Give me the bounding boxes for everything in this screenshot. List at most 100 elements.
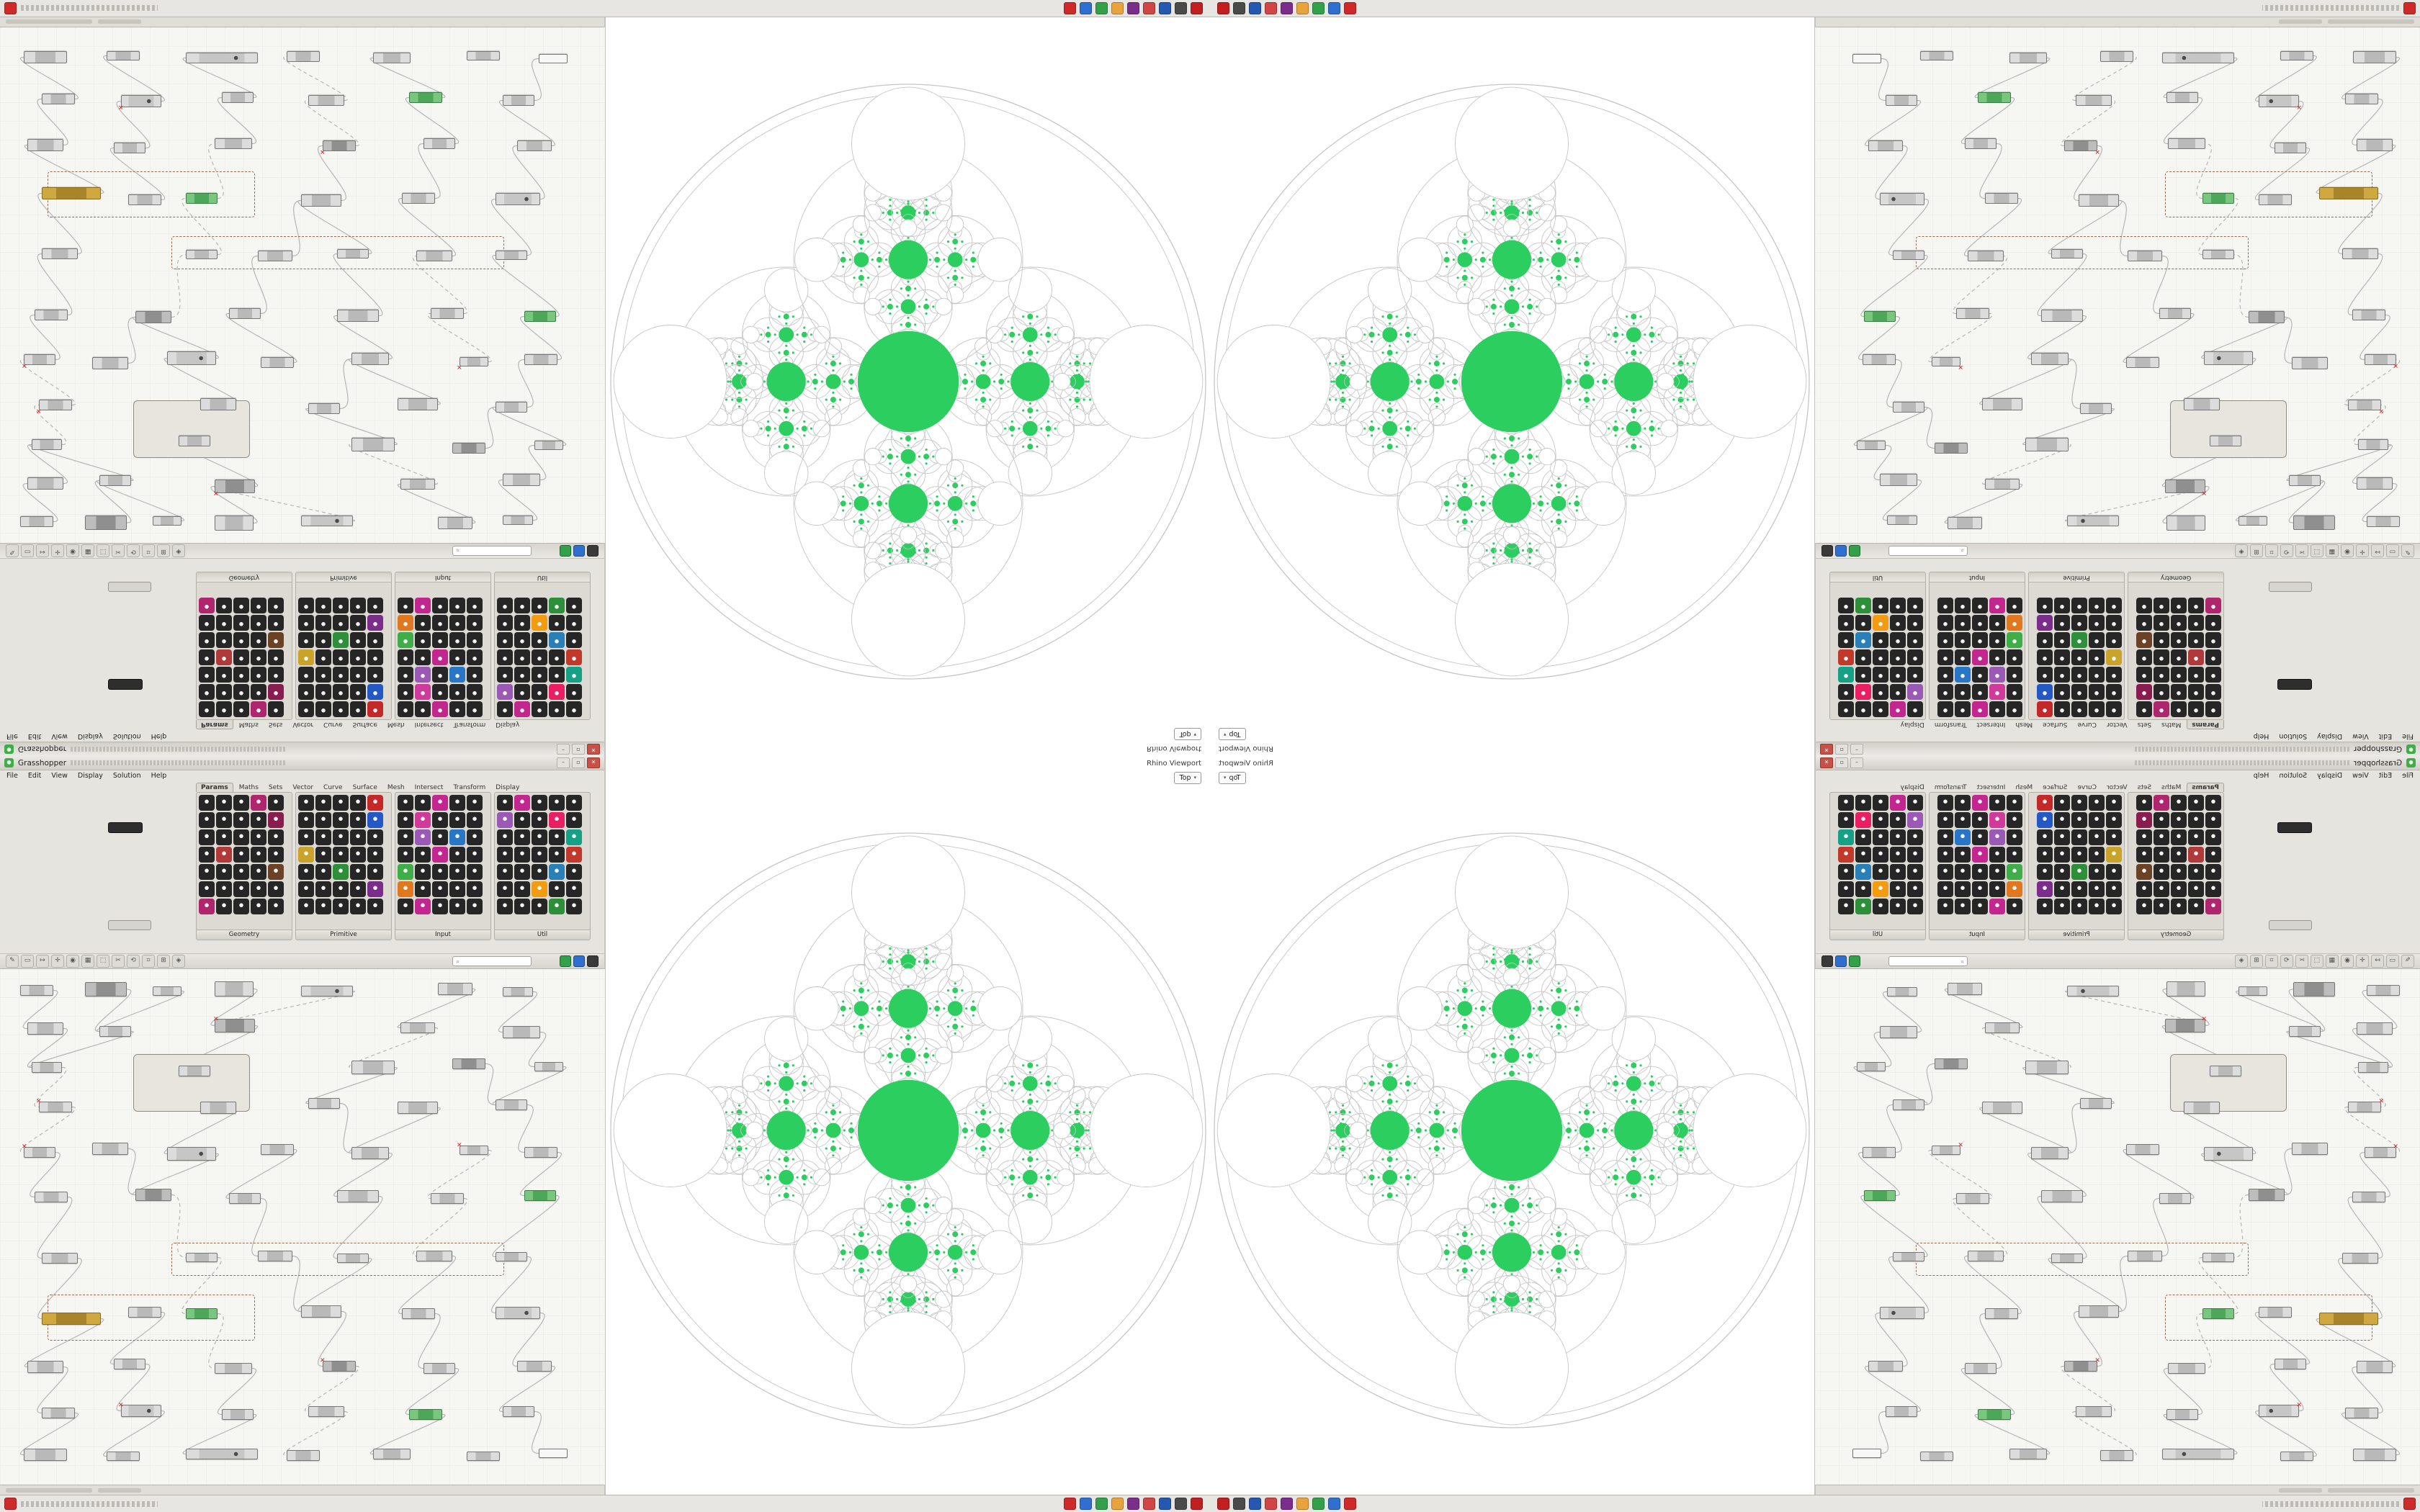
taskbar-app-icon-5[interactable] bbox=[1265, 1498, 1277, 1510]
floating-chip[interactable] bbox=[2269, 920, 2312, 930]
component-icon[interactable] bbox=[549, 632, 565, 648]
component-icon[interactable] bbox=[1907, 864, 1923, 880]
component-icon[interactable] bbox=[497, 598, 513, 613]
component-icon[interactable] bbox=[298, 632, 314, 648]
gh-node[interactable] bbox=[2293, 982, 2335, 996]
gh-node[interactable] bbox=[258, 251, 292, 261]
component-icon[interactable] bbox=[432, 881, 448, 897]
gh-node[interactable] bbox=[1982, 398, 2022, 410]
component-icon[interactable] bbox=[233, 881, 249, 897]
component-icon[interactable] bbox=[333, 632, 349, 648]
component-icon[interactable] bbox=[268, 701, 284, 717]
tool-icon[interactable]: ◉ bbox=[66, 544, 79, 557]
tool-icon[interactable]: ▭ bbox=[2386, 955, 2399, 968]
component-icon[interactable] bbox=[1890, 684, 1906, 700]
component-icon[interactable] bbox=[2007, 632, 2022, 648]
component-icon[interactable] bbox=[2106, 701, 2122, 717]
component-icon[interactable] bbox=[1890, 632, 1906, 648]
component-icon[interactable] bbox=[1937, 881, 1953, 897]
taskbar-app-icon-8[interactable] bbox=[1191, 1498, 1203, 1510]
tab-intersect[interactable]: Intersect bbox=[414, 721, 444, 728]
gh-node[interactable] bbox=[1880, 474, 1917, 486]
tab-sets[interactable]: Sets bbox=[2137, 721, 2152, 728]
component-icon[interactable] bbox=[2106, 881, 2122, 897]
component-icon[interactable] bbox=[1873, 701, 1888, 717]
component-icon[interactable] bbox=[1855, 899, 1871, 914]
rhino-viewport[interactable]: Rhino Viewport Top ▾ bbox=[1210, 17, 1815, 756]
taskbar-app-icon-6[interactable] bbox=[1249, 2, 1261, 14]
component-icon[interactable] bbox=[415, 899, 431, 914]
gh-node[interactable] bbox=[24, 51, 67, 63]
component-icon[interactable] bbox=[1855, 829, 1871, 845]
component-icon[interactable] bbox=[251, 684, 266, 700]
component-icon[interactable] bbox=[2205, 701, 2221, 717]
component-icon[interactable] bbox=[2007, 598, 2022, 613]
tool-icon[interactable]: ✎ bbox=[2401, 955, 2414, 968]
component-icon[interactable] bbox=[216, 847, 232, 863]
component-icon[interactable] bbox=[216, 829, 232, 845]
gh-node[interactable] bbox=[301, 1305, 341, 1318]
gh-node[interactable] bbox=[1985, 479, 2020, 490]
component-icon[interactable] bbox=[1873, 667, 1888, 683]
component-icon[interactable] bbox=[2188, 795, 2204, 811]
gh-node[interactable] bbox=[2204, 1147, 2253, 1161]
tab-display[interactable]: Display bbox=[496, 721, 520, 728]
gh-node[interactable] bbox=[1893, 402, 1924, 413]
component-icon[interactable] bbox=[350, 899, 366, 914]
component-icon[interactable] bbox=[1838, 598, 1854, 613]
gh-node[interactable] bbox=[35, 1192, 68, 1202]
component-icon[interactable] bbox=[315, 864, 331, 880]
component-icon[interactable] bbox=[2188, 899, 2204, 914]
component-icon[interactable] bbox=[467, 812, 483, 828]
tool-icon[interactable]: ▦ bbox=[81, 955, 94, 968]
component-icon[interactable] bbox=[2154, 847, 2169, 863]
component-icon[interactable] bbox=[268, 632, 284, 648]
component-icon[interactable] bbox=[1972, 881, 1988, 897]
component-icon[interactable] bbox=[2054, 812, 2070, 828]
component-icon[interactable] bbox=[2205, 632, 2221, 648]
component-icon[interactable] bbox=[251, 701, 266, 717]
taskbar-app-icon-5[interactable] bbox=[1265, 2, 1277, 14]
component-icon[interactable] bbox=[216, 864, 232, 880]
component-icon[interactable] bbox=[1838, 795, 1854, 811]
component-icon[interactable] bbox=[199, 899, 215, 914]
component-icon[interactable] bbox=[432, 899, 448, 914]
gh-node[interactable] bbox=[27, 1022, 63, 1035]
gh-node[interactable] bbox=[215, 138, 252, 149]
component-icon[interactable] bbox=[549, 881, 565, 897]
component-icon[interactable] bbox=[532, 615, 547, 631]
gh-node[interactable] bbox=[2275, 1359, 2306, 1369]
component-icon[interactable] bbox=[514, 864, 530, 880]
component-icon[interactable] bbox=[2171, 881, 2187, 897]
component-icon[interactable] bbox=[1907, 632, 1923, 648]
component-icon[interactable] bbox=[432, 632, 448, 648]
component-icon[interactable] bbox=[2071, 812, 2087, 828]
gh-node[interactable] bbox=[438, 517, 472, 529]
component-icon[interactable] bbox=[2136, 812, 2152, 828]
component-icon[interactable] bbox=[2071, 598, 2087, 613]
component-icon[interactable] bbox=[2037, 667, 2053, 683]
component-icon[interactable] bbox=[1838, 829, 1854, 845]
component-icon[interactable] bbox=[2007, 864, 2022, 880]
gh-node[interactable] bbox=[2293, 516, 2335, 530]
tab-mesh[interactable]: Mesh bbox=[2015, 721, 2033, 728]
gh-node[interactable] bbox=[2202, 193, 2234, 204]
gh-node[interactable] bbox=[351, 1147, 389, 1159]
component-icon[interactable] bbox=[1989, 598, 2005, 613]
tab-params[interactable]: Params bbox=[196, 720, 233, 729]
gh-node[interactable] bbox=[128, 194, 161, 205]
gh-node[interactable] bbox=[400, 479, 435, 490]
gh-node[interactable] bbox=[351, 1061, 395, 1074]
component-icon[interactable] bbox=[315, 649, 331, 665]
gh-node[interactable] bbox=[1932, 1146, 1960, 1155]
component-icon[interactable] bbox=[2007, 649, 2022, 665]
gh-node[interactable] bbox=[351, 438, 395, 451]
gh-node[interactable] bbox=[1880, 1307, 1924, 1319]
tool-icon[interactable]: ✛ bbox=[2356, 955, 2369, 968]
gh-node[interactable] bbox=[39, 1102, 72, 1112]
viewport-tab[interactable]: Top ▾ bbox=[1174, 772, 1201, 784]
component-icon[interactable] bbox=[2205, 899, 2221, 914]
gh-node[interactable] bbox=[524, 354, 557, 365]
component-icon[interactable] bbox=[2188, 632, 2204, 648]
menu-item-view[interactable]: View bbox=[2352, 771, 2369, 780]
